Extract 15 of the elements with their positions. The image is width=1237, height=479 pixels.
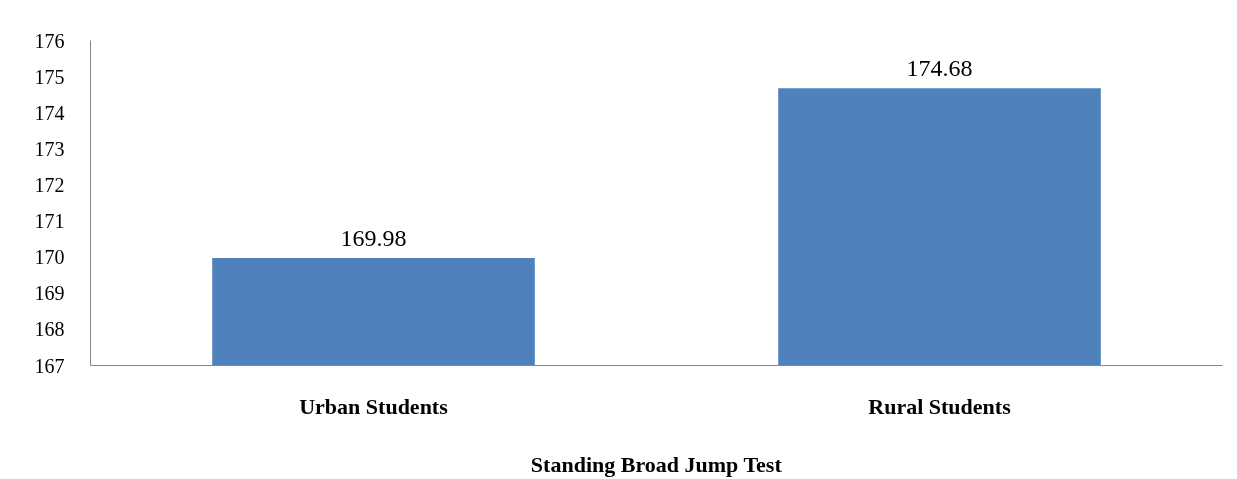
x-tick-label: Rural Students [868,393,1012,419]
x-tick-label: Urban Students [299,393,449,419]
y-tick-label: 176 [34,29,65,52]
y-tick-label: 173 [34,137,65,160]
y-tick-label: 175 [34,65,65,88]
y-tick-label: 170 [34,246,65,269]
data-label: 174.68 [906,55,973,82]
data-label: 169.98 [340,224,407,251]
y-tick-label: 171 [34,210,65,233]
y-tick-label: 168 [34,318,65,341]
x-axis-title: Standing Broad Jump Test [530,451,783,477]
y-tick-label: 167 [34,354,65,377]
y-tick-label: 172 [34,173,65,196]
y-tick-label: 174 [34,101,65,124]
y-tick-label: 169 [34,282,65,305]
